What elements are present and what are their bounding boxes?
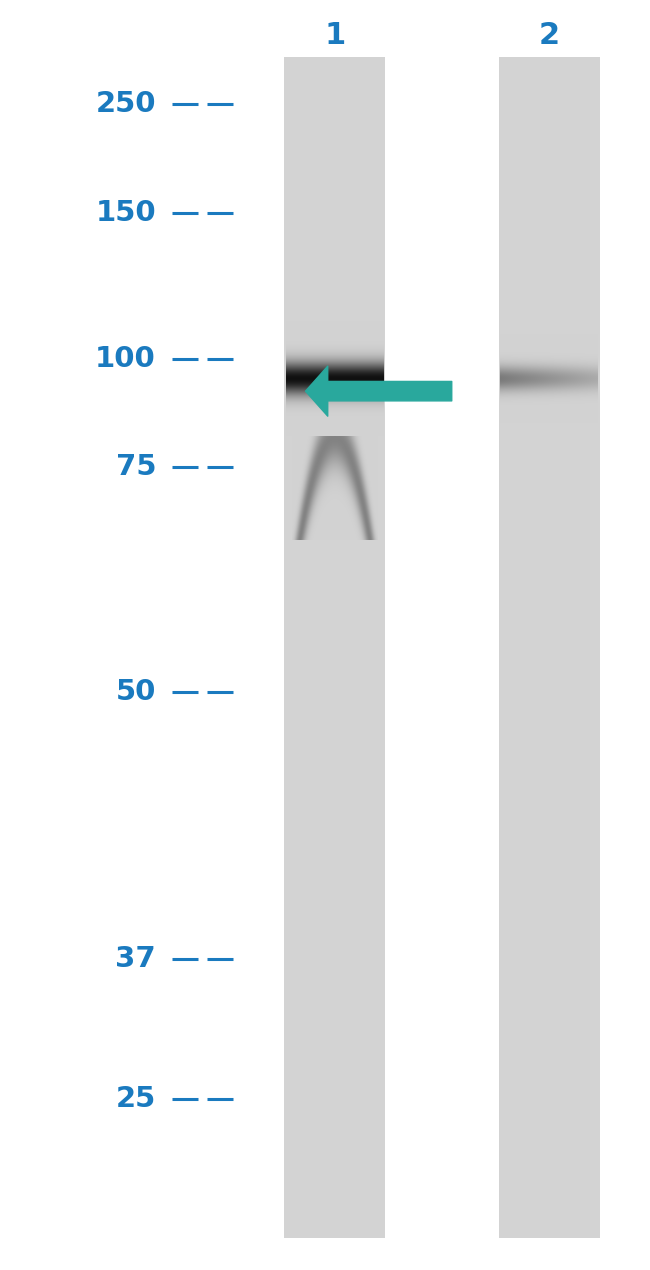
Text: 75: 75 [116,453,156,481]
Text: 2: 2 [539,22,560,50]
Bar [499,57,599,1238]
Text: 150: 150 [96,199,156,227]
Text: 100: 100 [96,345,156,373]
Text: 25: 25 [116,1085,156,1113]
Text: 250: 250 [96,90,156,118]
Text: 37: 37 [115,945,156,973]
Text: 50: 50 [116,678,156,706]
Bar [285,57,385,1238]
Text: 1: 1 [324,22,345,50]
